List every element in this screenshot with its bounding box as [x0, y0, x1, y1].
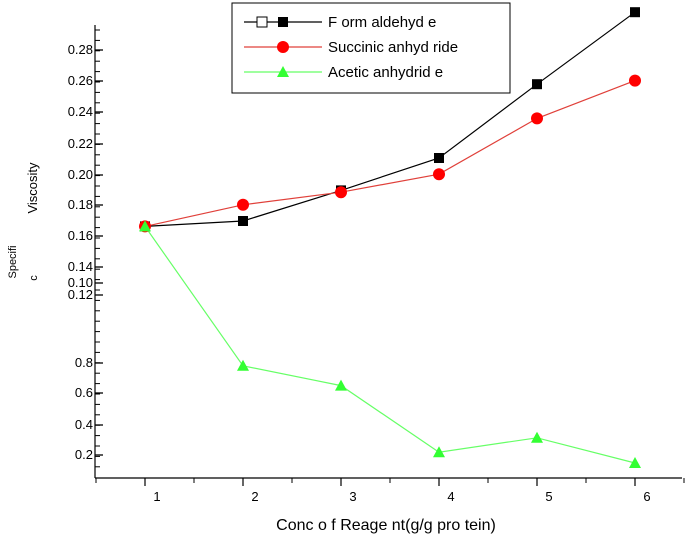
x-tick-label: 6 [643, 489, 650, 504]
x-tick-label: 3 [349, 489, 356, 504]
y-tick-label: 0.18 [68, 197, 93, 212]
x-ticks: 1 2 3 4 5 6 [95, 478, 685, 504]
y-tick-label: 0.26 [68, 73, 93, 88]
y-tick-label: 0.2 [75, 447, 93, 462]
data-point-triangle [335, 379, 347, 391]
data-point-triangle [237, 359, 249, 371]
x-axis-title: Conc o f Reage nt(g/g pro tein) [276, 517, 496, 534]
x-tick-label: 2 [251, 489, 258, 504]
y-axis-fragment-2: c [28, 275, 40, 281]
y-minor-ticks [95, 29, 100, 468]
legend-marker-circle [277, 41, 289, 53]
series-lines [144, 11, 636, 464]
legend-marker-square [278, 17, 288, 27]
legend-label: Succinic anhyd ride [328, 39, 458, 56]
y-tick-label: 0.6 [75, 385, 93, 400]
data-point-triangle [531, 431, 543, 443]
data-point-square [532, 79, 542, 90]
data-point-square [630, 7, 640, 18]
axes [94, 25, 682, 479]
data-point-circle [335, 186, 347, 199]
x-tick-label: 4 [447, 489, 454, 504]
legend-swatch-open-square-icon [256, 16, 268, 28]
data-point-square [434, 153, 444, 163]
data-point-circle [629, 74, 641, 87]
y-tick-label: 0.4 [75, 417, 93, 432]
y-axis-title: Viscosity [25, 162, 40, 214]
y-tick-label: 0.20 [68, 167, 93, 182]
series-markers [139, 7, 641, 468]
y-tick-label: 0.16 [68, 228, 93, 243]
y-tick-label: 0.22 [68, 136, 93, 151]
data-point-triangle [433, 446, 445, 458]
y-tick-label: 0.14 [68, 259, 93, 274]
data-point-circle [237, 198, 249, 211]
data-point-triangle [139, 220, 151, 232]
y-axis-fragment-1: Specifi [7, 245, 19, 278]
y-tick-label: 0.12 [68, 287, 93, 302]
y-tick-label: 0.24 [68, 104, 93, 119]
series-line-triangle [144, 226, 636, 464]
data-point-square [238, 216, 248, 226]
legend-label: Acetic anhydrid e [328, 64, 443, 81]
legend-marker-triangle [277, 66, 289, 77]
legend-label: F orm aldehyd e [328, 14, 436, 31]
x-tick-label: 1 [153, 489, 160, 504]
data-point-circle [433, 168, 445, 181]
y-tick-label: 0.10 [68, 275, 93, 290]
legend: F orm aldehyd e Succinic anhyd ride Acetic… [231, 2, 511, 94]
data-point-circle [531, 112, 543, 125]
y-tick-label: 0.8 [75, 355, 93, 370]
series-line-circle [144, 80, 636, 227]
series-line-square [144, 11, 636, 227]
y-tick-label: 0.28 [68, 42, 93, 57]
y-tick-labels: 0.2 0.4 0.6 0.8 0.120.100.14 0.16 0.18 0.20 0.22… [68, 42, 103, 462]
data-point-triangle [629, 457, 641, 468]
x-tick-label: 5 [545, 489, 552, 504]
